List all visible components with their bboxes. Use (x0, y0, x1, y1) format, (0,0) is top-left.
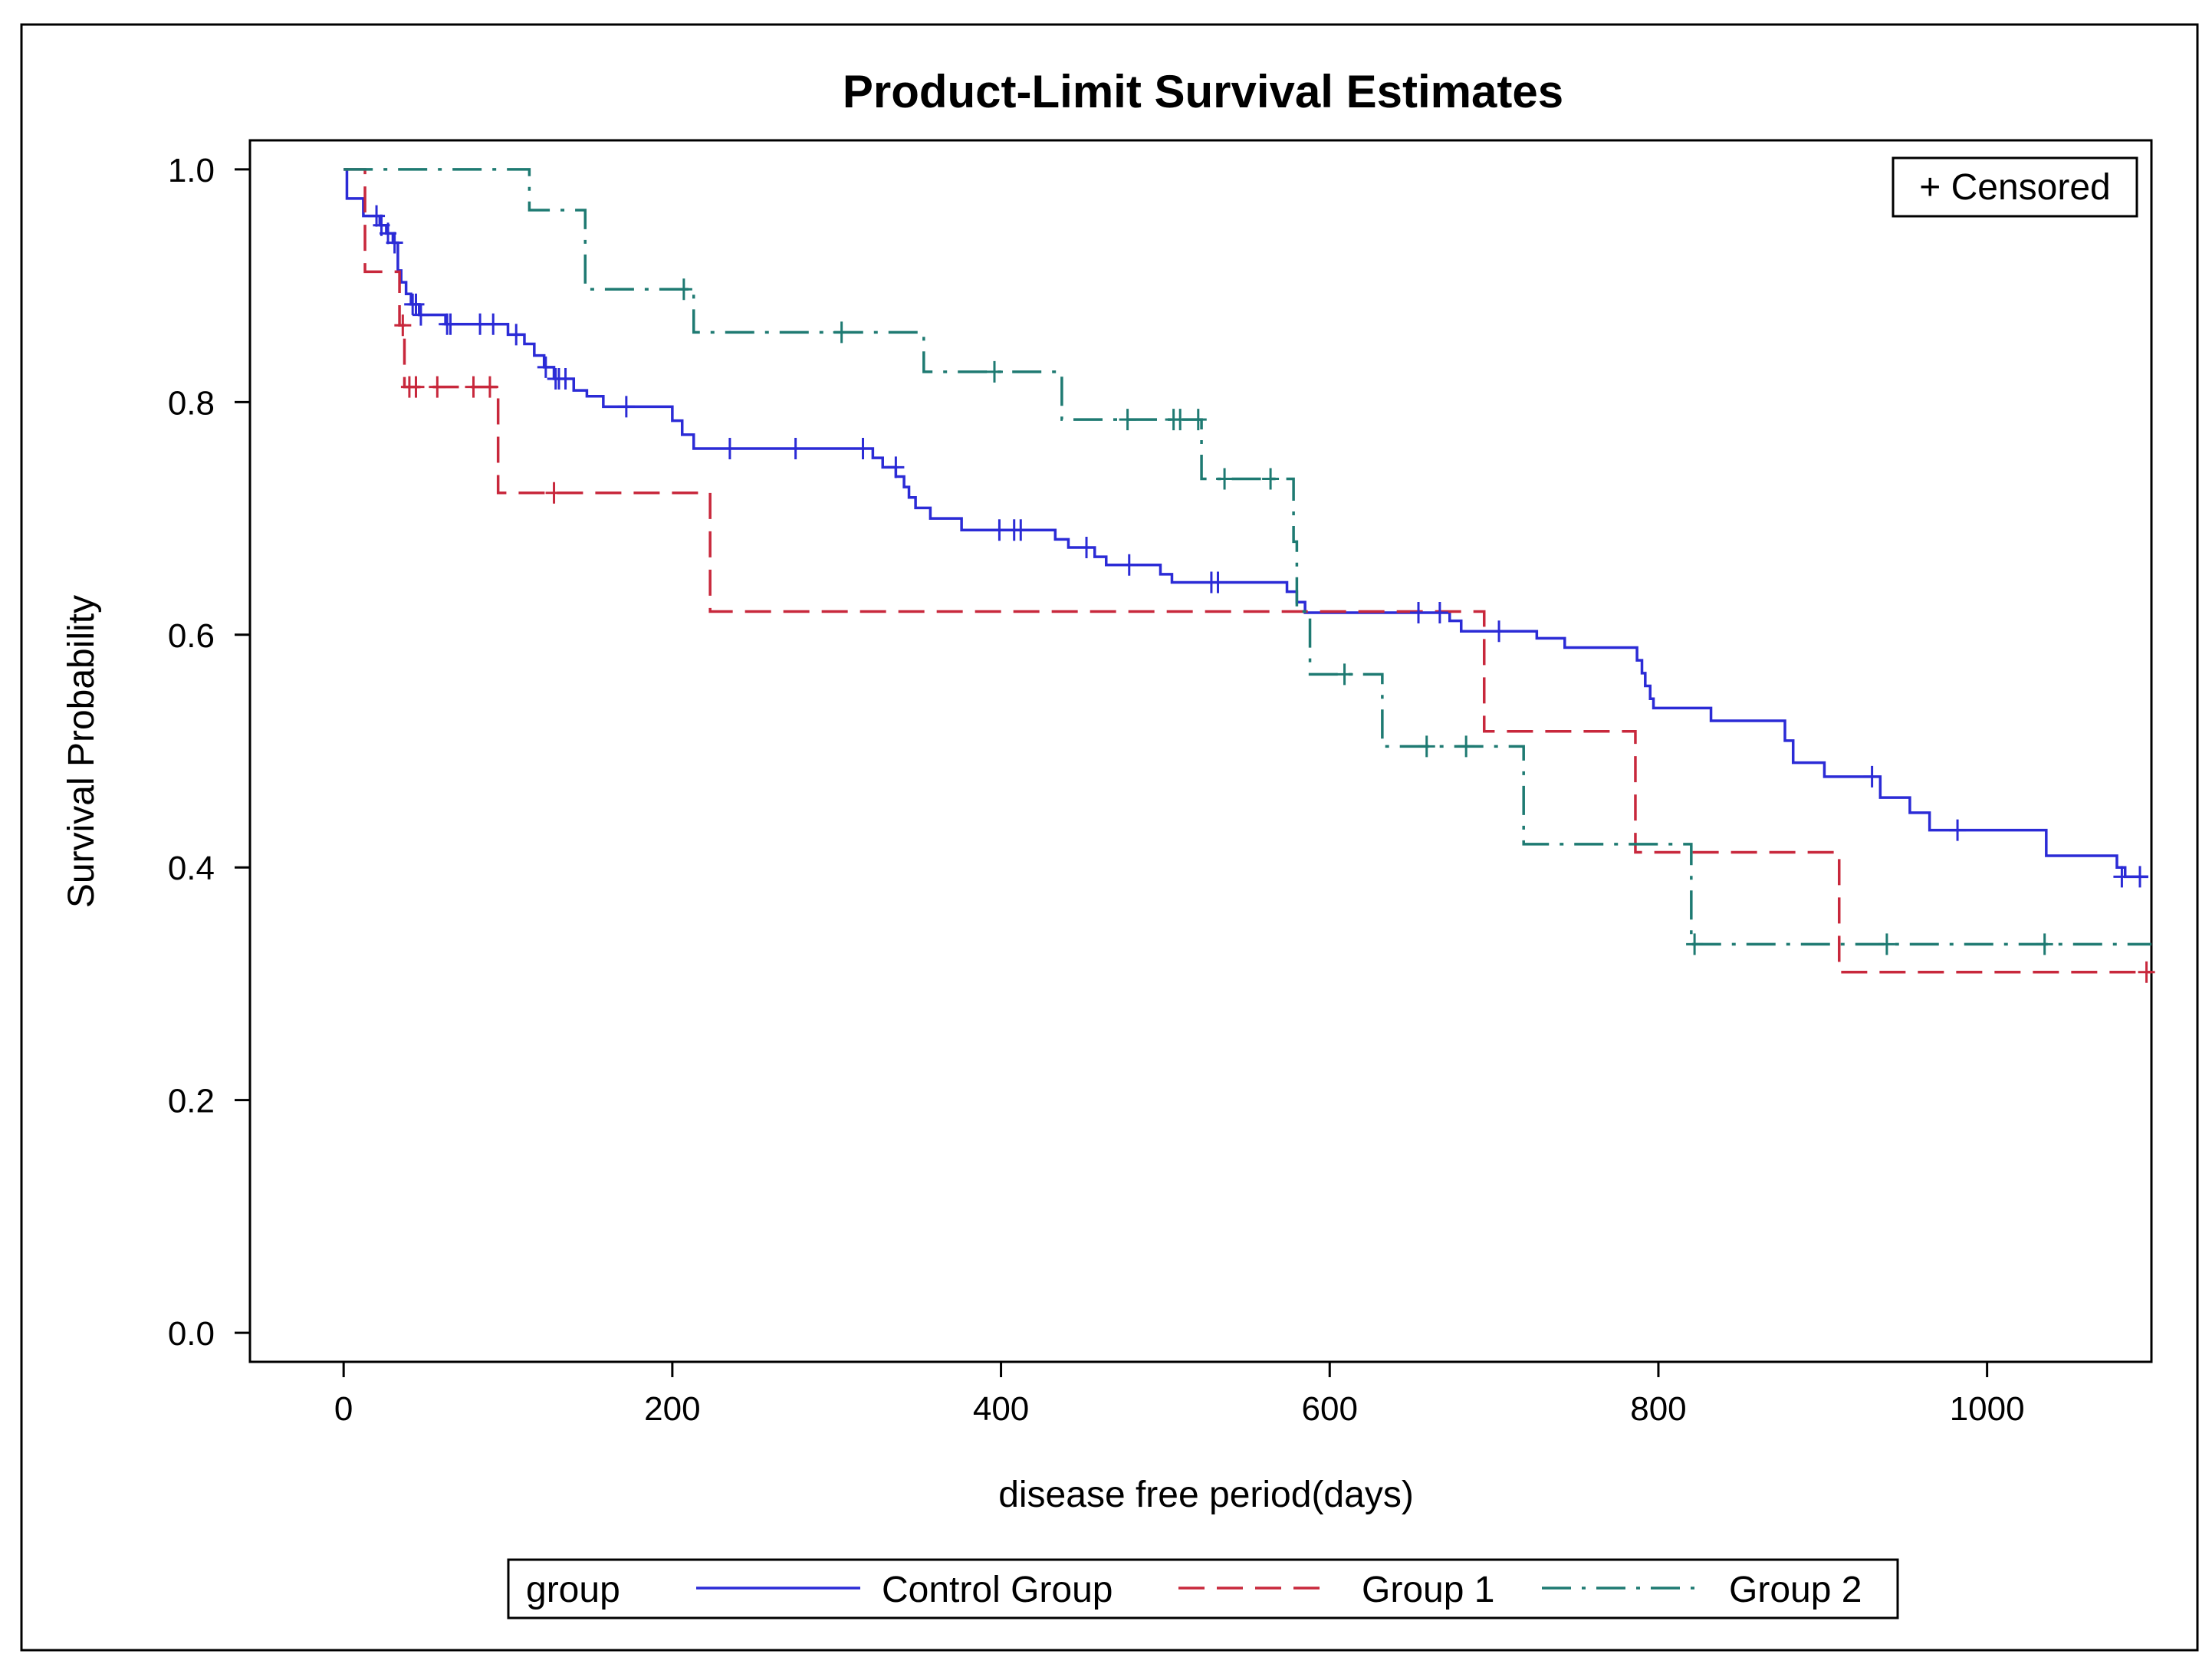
y-tick-label: 1.0 (168, 152, 215, 189)
survival-curves (343, 168, 2151, 974)
censor-mark (2131, 866, 2148, 888)
censored-legend-label: + Censored (1919, 167, 2111, 208)
series-line-2 (343, 168, 2151, 974)
censor-mark (991, 519, 1008, 541)
y-tick-label: 0.2 (168, 1083, 215, 1120)
censor-mark (1949, 819, 1967, 841)
plot-area (248, 139, 2153, 1363)
y-tick-label: 0.8 (168, 384, 215, 422)
y-axis-title: Survival Probability (61, 595, 102, 908)
chart-title: Product-Limit Survival Estimates (843, 66, 1563, 117)
censor-mark (1209, 571, 1227, 594)
x-tick-label: 800 (1630, 1390, 1686, 1428)
censor-mark (465, 376, 482, 398)
censor-mark (407, 376, 425, 398)
x-tick-label: 0 (334, 1390, 353, 1428)
x-axis: 0 200 400 600 800 1000 (334, 1362, 2025, 1428)
y-axis: 0.0 0.2 0.4 0.6 0.8 1.0 (168, 152, 250, 1353)
y-tick-label: 0.0 (168, 1315, 215, 1353)
censor-mark (1262, 468, 1280, 490)
y-tick-label: 0.4 (168, 850, 215, 887)
x-tick-label: 200 (644, 1390, 700, 1428)
censor-mark (412, 304, 429, 326)
censor-mark (394, 314, 412, 337)
censored-legend-box (1892, 156, 2138, 218)
censor-mark (1119, 409, 1136, 431)
censor-mark (1410, 601, 1428, 623)
censor-mark (833, 321, 850, 344)
censor-mark (2113, 866, 2131, 888)
censor-marks (368, 205, 2155, 983)
censor-mark (1686, 933, 1704, 955)
x-axis-title: disease free period(days) (998, 1475, 1414, 1515)
x-tick-label: 600 (1302, 1390, 1358, 1428)
censor-mark (854, 438, 872, 460)
y-tick-label: 0.6 (168, 617, 215, 655)
censor-mark (442, 313, 459, 335)
legend-label-3: Group 2 (1729, 1570, 1862, 1610)
censor-mark (721, 438, 738, 460)
censor-mark (617, 396, 635, 418)
x-tick-label: 1000 (1950, 1390, 2025, 1428)
censor-mark (1878, 933, 1895, 955)
censor-mark (481, 376, 498, 398)
censor-mark (1012, 519, 1030, 541)
censor-mark (485, 313, 502, 335)
censor-mark (985, 360, 1003, 383)
censor-mark (1491, 620, 1508, 643)
censor-mark (1120, 554, 1138, 576)
legend-label-2: Group 1 (1362, 1570, 1494, 1610)
censor-mark (1458, 735, 1475, 758)
censor-mark (1078, 537, 1096, 558)
censored-legend: + Censored (1892, 156, 2138, 218)
censor-mark (537, 356, 554, 378)
censor-mark (1431, 601, 1448, 623)
censor-mark (1863, 765, 1881, 788)
censor-mark (887, 456, 905, 478)
censor-mark (2036, 933, 2053, 955)
censor-mark (1336, 663, 1353, 686)
x-tick-label: 400 (973, 1390, 1029, 1428)
censor-mark (2138, 961, 2155, 983)
censor-mark (787, 438, 804, 460)
censor-mark (1418, 735, 1435, 758)
series-line-3 (343, 168, 2151, 946)
legend-label-1: Control Group (882, 1570, 1113, 1610)
censor-mark (1189, 409, 1207, 431)
series-line-1 (343, 168, 2148, 879)
censor-mark (1216, 468, 1234, 490)
censor-mark (508, 324, 525, 346)
censor-mark (557, 368, 574, 390)
censor-mark (675, 278, 692, 301)
censor-mark (429, 376, 446, 398)
group-legend: group Control Group Group 1 Group 2 (507, 1558, 1899, 1619)
censor-mark (545, 482, 563, 504)
chart-frame (20, 23, 2199, 1652)
censor-mark (386, 232, 403, 254)
censor-mark (1172, 409, 1189, 431)
group-legend-title: group (526, 1570, 620, 1610)
